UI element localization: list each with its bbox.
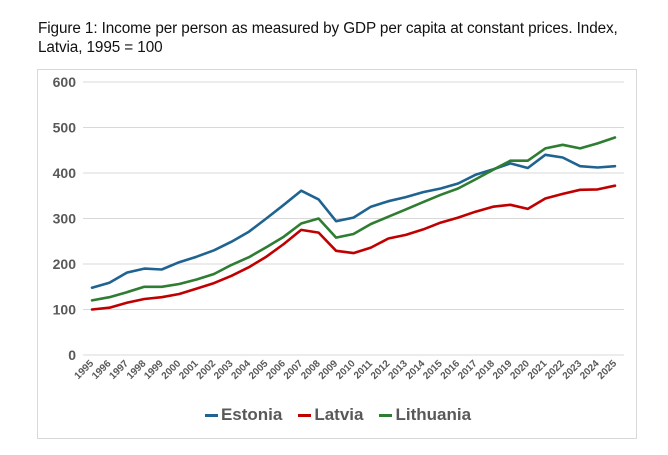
y-axis-ticks: 0 100 200 300 400 500 600: [53, 74, 77, 363]
legend-label: Latvia: [314, 405, 364, 424]
y-tick-label: 300: [53, 211, 77, 227]
legend-item-latvia: Latvia: [298, 405, 363, 425]
y-tick-label: 600: [53, 74, 77, 90]
legend-item-lithuania: Lithuania: [379, 405, 471, 425]
y-tick-label: 400: [53, 165, 77, 181]
figure-caption: Figure 1: Income per person as measured …: [38, 20, 658, 57]
legend-label: Estonia: [220, 405, 283, 424]
series-lines: [90, 136, 617, 311]
chart-frame: [37, 69, 637, 439]
series-line-latvia: [90, 184, 617, 311]
x-tick-label: 2025: [596, 358, 620, 382]
legend-swatch: [204, 413, 218, 417]
legend-item-estonia: Estonia: [204, 405, 283, 425]
y-tick-label: 200: [53, 256, 77, 272]
y-tick-label: 0: [68, 347, 76, 363]
legend-label: Lithuania: [395, 405, 472, 424]
x-axis-ticks: 1995199619971998199920002001200220032004…: [73, 358, 620, 382]
series-line-estonia: [90, 153, 617, 290]
series-line-lithuania: [90, 136, 617, 302]
y-tick-label: 500: [53, 120, 77, 136]
legend-swatch: [298, 413, 312, 417]
caption-line-2: Latvia, 1995 = 100: [38, 38, 163, 56]
legend: Estonia Latvia Lithuania: [0, 405, 668, 425]
legend-swatch: [379, 413, 393, 417]
caption-line-1: Figure 1: Income per person as measured …: [38, 20, 618, 37]
y-tick-label: 100: [53, 302, 77, 318]
